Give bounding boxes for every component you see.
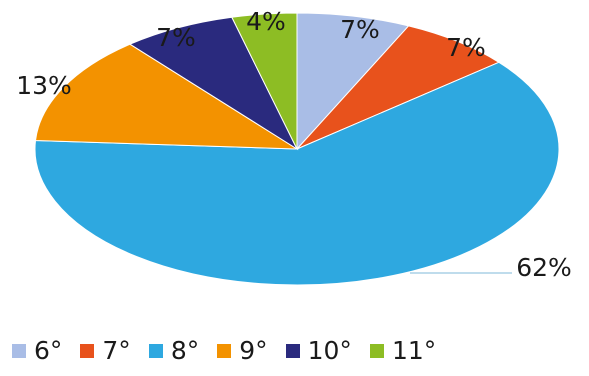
- pie-slice-10: [128, 16, 299, 151]
- legend-item-6: 6°: [12, 338, 62, 363]
- legend-swatch-10: [285, 343, 300, 358]
- legend-swatch-6: [12, 343, 26, 358]
- legend-label-7: 7°: [102, 336, 131, 365]
- data-label-6: 7%: [340, 15, 380, 44]
- legend-item-8: 8°: [148, 336, 200, 365]
- data-label-8: 62%: [516, 253, 572, 282]
- pie-slice-6: [296, 12, 410, 151]
- legend: 6° 7° 8° 9° 10° 11°: [12, 338, 454, 363]
- legend-label-10: 10°: [307, 336, 352, 365]
- data-label-7: 7%: [446, 33, 486, 62]
- legend-label-8: 8°: [170, 336, 200, 365]
- legend-swatch-9: [217, 343, 232, 358]
- legend-swatch-7: [80, 343, 95, 358]
- legend-swatch-8: [148, 343, 163, 358]
- legend-label-9: 9°: [239, 336, 268, 365]
- legend-swatch-11: [369, 343, 384, 358]
- pie-slice-9: [34, 43, 299, 150]
- data-label-10: 7%: [156, 23, 196, 52]
- pie-slice-7: [296, 25, 500, 150]
- legend-item-11: 11°: [369, 336, 437, 365]
- pie-slice-11: [231, 12, 298, 150]
- data-label-9: 13%: [16, 71, 72, 100]
- legend-label-6: 6°: [34, 336, 63, 365]
- legend-item-7: 7°: [80, 336, 131, 365]
- legend-label-11: 11°: [391, 336, 437, 365]
- data-label-11: 4%: [246, 7, 286, 36]
- legend-item-10: 10°: [285, 336, 352, 365]
- pie-slice-8: [34, 61, 560, 286]
- legend-item-9: 9°: [217, 336, 268, 365]
